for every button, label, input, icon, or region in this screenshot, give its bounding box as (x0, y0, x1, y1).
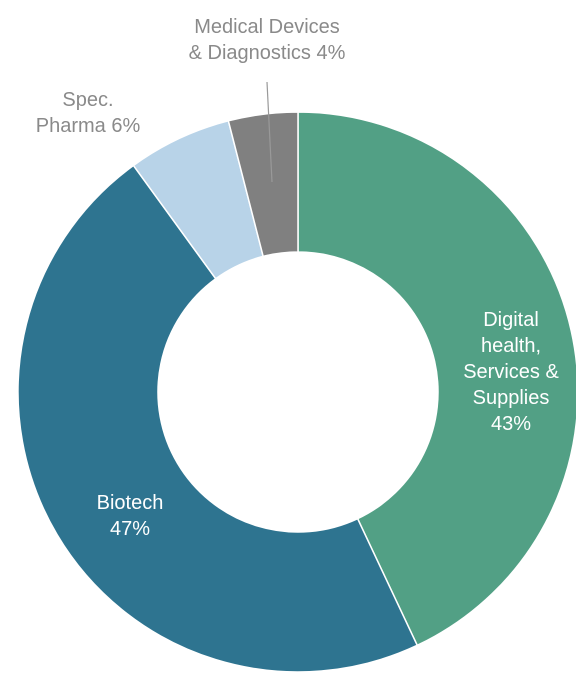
value-label: 43% (490, 413, 532, 435)
slice-label: Medical Devices & Diagnostics 4% (186, 14, 348, 66)
slice-label: Biotech 47% (97, 490, 164, 542)
donut-slice (17, 164, 419, 673)
value-label: 4% (316, 42, 346, 64)
slice-label: Spec. Pharma 6% (31, 87, 146, 139)
value-label: 47% (109, 518, 151, 540)
category-label: Biotech (96, 492, 164, 514)
leader-line (266, 81, 273, 183)
donut-slice (297, 111, 576, 647)
category-label: Spec. Pharma (35, 89, 114, 137)
category-label: Medical Devices & Diagnostics (188, 16, 340, 64)
donut-slice (227, 111, 299, 258)
category-label: Digital health, Services & Supplies (463, 309, 559, 409)
slice-label: Digital health, Services & Supplies 43% (455, 307, 567, 437)
value-label: 6% (111, 115, 141, 137)
